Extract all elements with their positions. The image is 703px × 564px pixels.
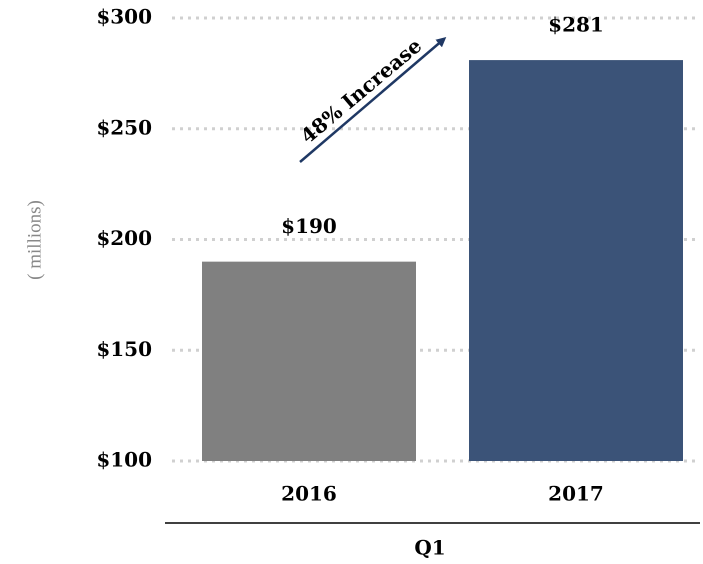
annotation: 48% Increase bbox=[296, 33, 426, 148]
y-tick-label: $200 bbox=[96, 226, 152, 250]
bars bbox=[202, 60, 683, 462]
y-tick-label: $300 bbox=[96, 5, 152, 29]
value-label: $190 bbox=[281, 214, 337, 238]
y-tick-label: $250 bbox=[96, 115, 152, 139]
y-tick-label: $100 bbox=[96, 448, 152, 472]
y-axis-label: ( millions) bbox=[24, 200, 45, 280]
x-axis-label: Q1 bbox=[414, 536, 445, 560]
bar bbox=[469, 60, 683, 462]
bar bbox=[202, 261, 416, 461]
increase-arrow bbox=[299, 37, 447, 163]
x-tick-label: 2017 bbox=[548, 482, 604, 506]
value-label: $281 bbox=[548, 13, 604, 37]
y-tick-label: $150 bbox=[96, 337, 152, 361]
x-tick-label: 2016 bbox=[281, 482, 337, 506]
